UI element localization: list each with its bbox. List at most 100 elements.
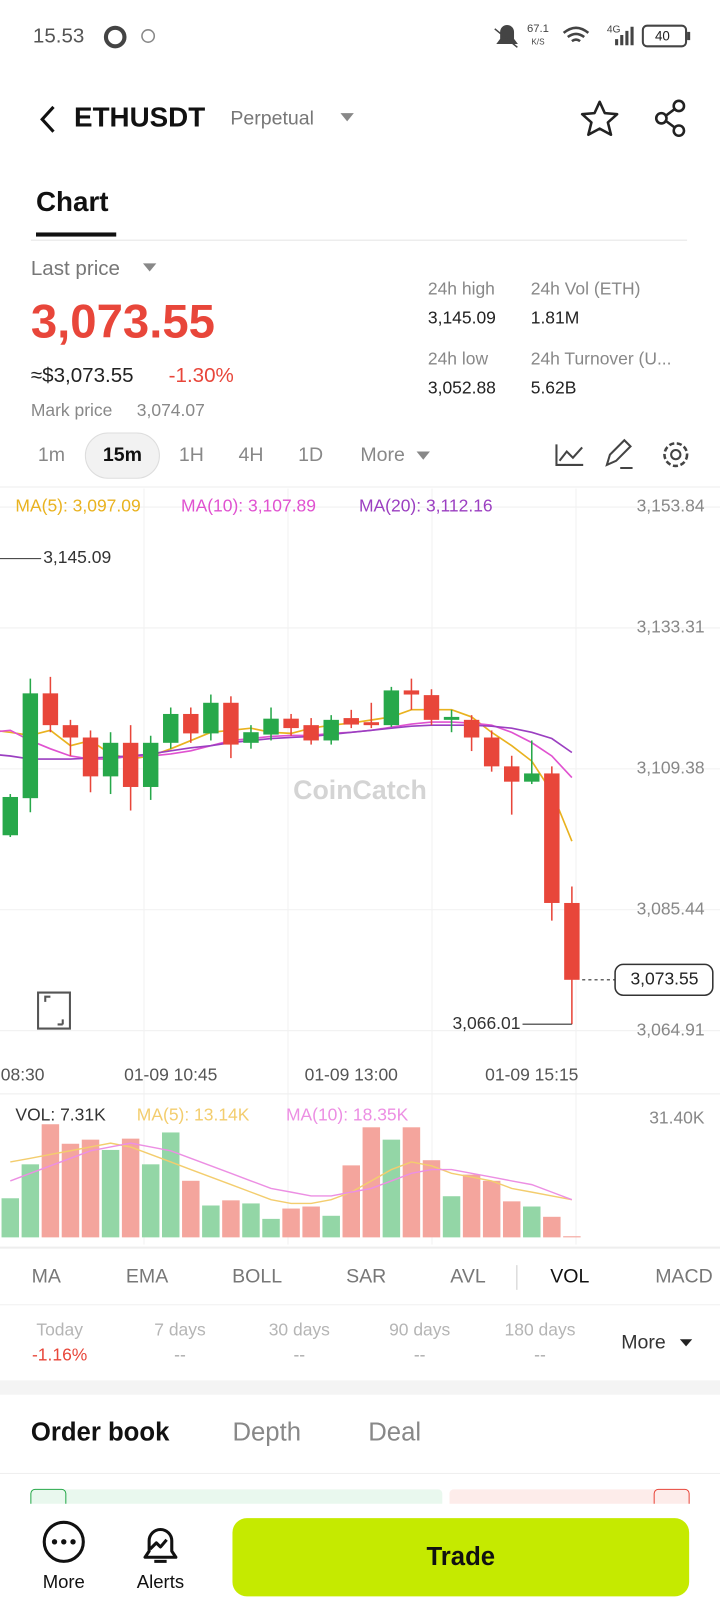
candle-body bbox=[102, 742, 119, 777]
orderbook-tab[interactable]: Depth bbox=[232, 1419, 301, 1447]
volume-bar bbox=[161, 1132, 180, 1238]
favorite-button[interactable] bbox=[580, 100, 619, 137]
volume-bar bbox=[462, 1174, 481, 1238]
volume-bar bbox=[482, 1180, 501, 1238]
nav-label[interactable]: Alerts bbox=[137, 1571, 184, 1592]
performance-period: 90 days bbox=[389, 1320, 450, 1340]
performance-more[interactable]: More bbox=[621, 1331, 666, 1353]
more-nav-icon[interactable] bbox=[42, 1520, 85, 1563]
performance-period: 30 days bbox=[269, 1320, 330, 1340]
price-type-dropdown[interactable] bbox=[142, 263, 157, 272]
legend-entry: MA(5): 13.14K bbox=[137, 1105, 250, 1125]
battery-icon bbox=[641, 24, 688, 48]
legend-entry: VOL: 7.31K bbox=[15, 1105, 106, 1125]
volume-bar bbox=[543, 1216, 561, 1238]
volume-bar bbox=[362, 1127, 381, 1238]
volume-bar bbox=[242, 1203, 260, 1238]
chart-tab[interactable]: Chart bbox=[36, 186, 109, 217]
interval-tab[interactable]: 4H bbox=[238, 444, 263, 466]
interval-tab[interactable]: 1m bbox=[38, 444, 65, 466]
indicator-tab[interactable]: SAR bbox=[346, 1266, 386, 1288]
candle-body bbox=[243, 732, 259, 743]
interval-tab[interactable]: 15m bbox=[103, 444, 142, 466]
draw-button[interactable] bbox=[605, 438, 633, 470]
volume-bar bbox=[523, 1206, 541, 1238]
divider bbox=[0, 1246, 720, 1249]
y-tick-label: 3,133.31 bbox=[637, 617, 705, 637]
orderbook-tab[interactable]: Order book bbox=[31, 1419, 170, 1447]
candle-body bbox=[323, 719, 339, 741]
candle-body bbox=[122, 742, 139, 787]
mark-price-label: Mark price bbox=[31, 400, 113, 420]
x-tick-label: 01-09 10:45 bbox=[124, 1065, 217, 1085]
volume-bar bbox=[41, 1124, 60, 1238]
usd-price: ≈$3,073.55 bbox=[31, 364, 134, 387]
indicator-tab[interactable]: MA bbox=[32, 1266, 61, 1288]
performance-period: 180 days bbox=[505, 1320, 576, 1340]
battery-icon bbox=[687, 31, 691, 41]
performance-value: -- bbox=[414, 1344, 426, 1364]
alerts-nav-icon[interactable] bbox=[143, 1528, 178, 1563]
candle-body bbox=[524, 773, 540, 782]
trade-button[interactable] bbox=[232, 1518, 690, 1597]
trade-label[interactable]: Trade bbox=[427, 1543, 496, 1571]
candle-body bbox=[82, 737, 99, 777]
back-button[interactable] bbox=[40, 105, 55, 133]
candle-body bbox=[483, 737, 500, 767]
candle-body bbox=[2, 796, 18, 836]
orderbook-tab[interactable]: Deal bbox=[368, 1419, 421, 1447]
contract-dropdown[interactable] bbox=[340, 113, 354, 122]
share-button[interactable] bbox=[654, 99, 686, 138]
stat-label: 24h low bbox=[428, 349, 489, 369]
indicator-tab[interactable]: EMA bbox=[126, 1266, 168, 1288]
legend-entry: MA(10): 3,107.89 bbox=[181, 496, 316, 516]
indicator-tab[interactable]: VOL bbox=[550, 1266, 589, 1288]
interval-tab[interactable]: 1H bbox=[179, 444, 204, 466]
x-tick-label: 01-09 15:15 bbox=[485, 1065, 578, 1085]
indicator-separator bbox=[516, 1265, 518, 1290]
indicator-button[interactable] bbox=[555, 444, 584, 466]
x-tick-label: 01-09 13:00 bbox=[305, 1065, 399, 1085]
performance-value: -- bbox=[534, 1344, 546, 1364]
volume-bar bbox=[563, 1236, 581, 1238]
volume-bar bbox=[202, 1205, 220, 1238]
status-icon bbox=[141, 29, 156, 43]
indicator-tab[interactable]: MACD bbox=[655, 1266, 713, 1288]
volume-bar bbox=[402, 1127, 421, 1238]
interval-tab[interactable]: 1D bbox=[298, 444, 323, 466]
status-network: 4G bbox=[607, 25, 621, 36]
settings-button[interactable] bbox=[663, 442, 689, 468]
interval-more-dropdown[interactable] bbox=[416, 451, 430, 460]
volume-bar bbox=[302, 1206, 320, 1238]
candle-body bbox=[42, 693, 59, 726]
candle-body bbox=[142, 742, 159, 787]
performance-period: Today bbox=[36, 1320, 83, 1340]
divider bbox=[0, 1304, 720, 1306]
performance-value: -- bbox=[293, 1344, 305, 1364]
tab-underline bbox=[35, 232, 117, 237]
symbol: ETHUSDT bbox=[74, 102, 205, 133]
fullscreen-button[interactable] bbox=[37, 991, 71, 1030]
candle-body bbox=[403, 690, 420, 695]
nav-label[interactable]: More bbox=[43, 1571, 85, 1592]
indicator-tab[interactable]: AVL bbox=[450, 1266, 486, 1288]
indicator-tab[interactable]: BOLL bbox=[232, 1266, 282, 1288]
divider bbox=[0, 1093, 720, 1095]
stat-value: 1.81M bbox=[531, 307, 580, 327]
divider bbox=[30, 239, 688, 241]
wifi-icon bbox=[562, 26, 590, 43]
stat-label: 24h Turnover (U... bbox=[531, 349, 672, 369]
interval-tab[interactable]: More bbox=[360, 444, 405, 466]
section-gap bbox=[0, 1380, 720, 1395]
price-type[interactable]: Last price bbox=[31, 257, 120, 280]
stat-value: 3,052.88 bbox=[428, 377, 496, 397]
candle-body bbox=[503, 766, 520, 782]
performance-value: -1.16% bbox=[32, 1344, 87, 1364]
mark-price: 3,074.07 bbox=[137, 400, 205, 420]
performance-more-dropdown[interactable] bbox=[679, 1339, 693, 1347]
candle-body bbox=[303, 725, 319, 741]
contract-type[interactable]: Perpetual bbox=[230, 107, 314, 129]
candle-body bbox=[383, 690, 400, 726]
